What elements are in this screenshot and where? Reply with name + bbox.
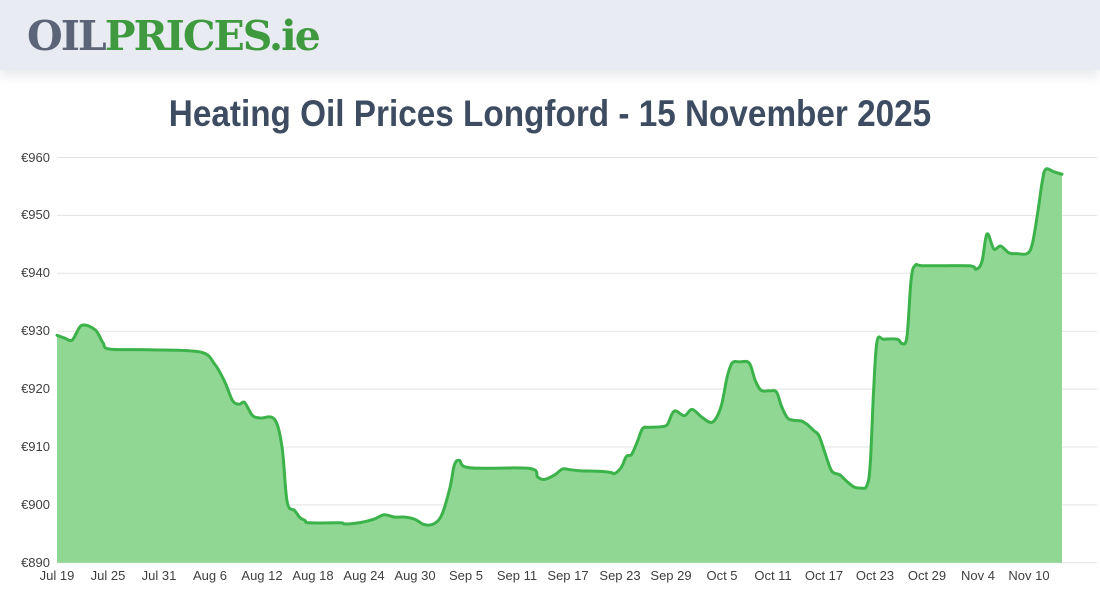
- x-axis-label: Aug 18: [292, 568, 334, 583]
- x-axis-label: Oct 5: [706, 568, 738, 583]
- y-axis-label: €940: [21, 265, 50, 280]
- x-axis-label: Nov 4: [961, 568, 995, 583]
- x-axis-label: Sep 5: [449, 568, 483, 583]
- y-axis-label: €930: [21, 323, 50, 338]
- x-axis-label: Jul 31: [141, 568, 177, 583]
- logo-text-ie: .ie: [268, 12, 321, 60]
- y-axis-label: €910: [21, 439, 50, 454]
- x-axis-label: Jul 19: [39, 568, 75, 583]
- price-area[interactable]: [57, 168, 1062, 563]
- x-axis-label: Sep 29: [650, 568, 692, 583]
- x-axis-label: Sep 23: [599, 568, 641, 583]
- x-axis-label: Oct 17: [804, 568, 844, 583]
- y-axis-label: €900: [21, 497, 50, 512]
- x-axis-label: Aug 6: [193, 568, 227, 583]
- x-axis-label: Aug 12: [241, 568, 283, 583]
- price-line: [55, 167, 1064, 527]
- x-axis-label: Sep 11: [496, 568, 538, 583]
- x-axis-label: Aug 30: [394, 568, 436, 583]
- y-axis-label: €950: [21, 207, 50, 222]
- y-axis-label: €960: [21, 150, 50, 165]
- y-axis-label: €890: [21, 555, 50, 570]
- logo-text-oil: OIL: [27, 12, 107, 60]
- x-axis-label: Sep 17: [547, 568, 589, 583]
- x-axis-label: Oct 29: [907, 568, 947, 583]
- x-axis-label: Aug 24: [343, 568, 385, 583]
- x-axis-label: Oct 11: [754, 568, 792, 583]
- x-axis-label: Jul 25: [90, 568, 126, 583]
- page-title: Heating Oil Prices Longford - 15 Novembe…: [168, 93, 932, 134]
- site-header: OILPRICES.ie: [0, 0, 1100, 70]
- x-axis-label: Oct 23: [855, 568, 895, 583]
- x-axis-label: Nov 10: [1008, 568, 1050, 583]
- y-axis-label: €920: [21, 381, 50, 396]
- logo-text-prices: PRICES: [104, 12, 271, 60]
- site-logo[interactable]: OILPRICES.ie: [27, 0, 321, 70]
